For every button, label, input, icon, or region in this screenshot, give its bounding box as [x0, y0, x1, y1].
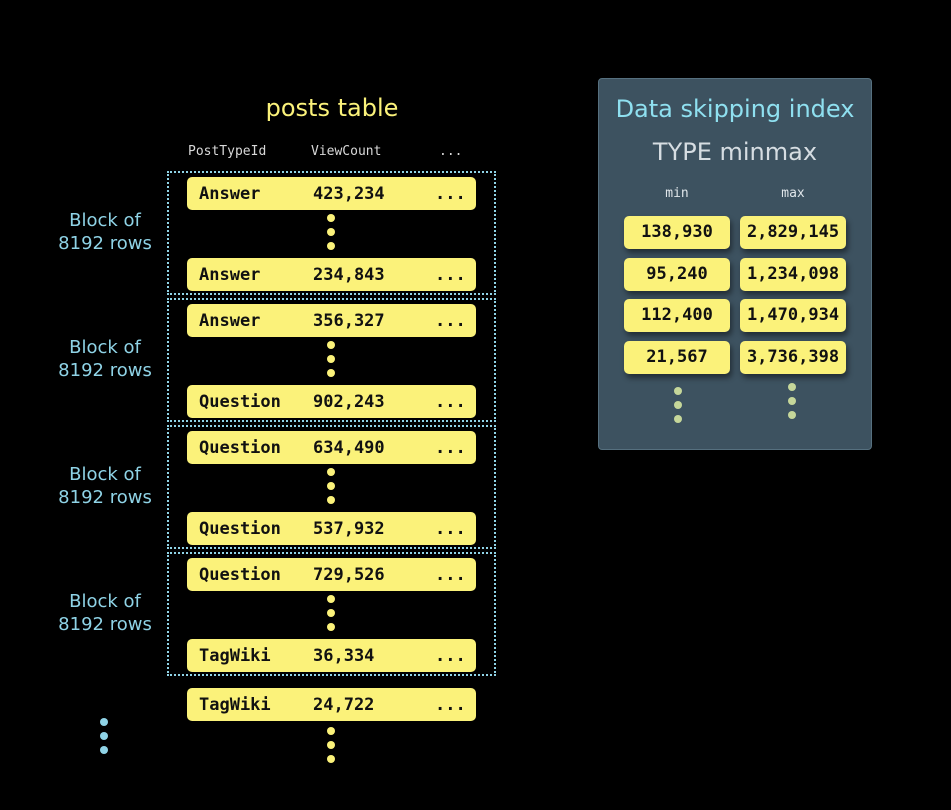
index-max-cell: 3,736,398 — [740, 341, 846, 374]
ellipsis-dots-icon — [788, 383, 796, 391]
index-min-cell: 95,240 — [624, 258, 730, 291]
more-columns: ... — [435, 311, 466, 331]
ellipsis-dots-icon — [327, 228, 335, 236]
view-count: 24,722 — [313, 695, 375, 715]
post-type: Question — [199, 392, 281, 412]
index-max-cell: 1,470,934 — [740, 299, 846, 332]
view-count: 902,243 — [313, 392, 385, 412]
more-columns: ... — [435, 565, 466, 585]
ellipsis-dots-icon — [327, 482, 335, 490]
more-columns: ... — [435, 646, 466, 666]
post-type: Answer — [199, 265, 261, 285]
view-count: 634,490 — [313, 438, 385, 458]
table-row: Question 729,526... — [187, 558, 476, 591]
view-count: 729,526 — [313, 565, 385, 585]
table-row: Answer 234,843... — [187, 258, 476, 291]
ellipsis-dots-icon — [327, 623, 335, 631]
block-label-line: Block of — [69, 591, 141, 612]
index-max-cell: 1,234,098 — [740, 258, 846, 291]
more-columns: ... — [435, 519, 466, 539]
block-label: Block of 8192 rows — [40, 463, 170, 509]
post-type: Question — [199, 519, 281, 539]
ellipsis-dots-icon — [327, 369, 335, 377]
ellipsis-dots-icon — [327, 341, 335, 349]
ellipsis-dots-icon — [327, 609, 335, 617]
post-type: TagWiki — [199, 695, 271, 715]
ellipsis-dots-icon — [327, 468, 335, 476]
view-count: 423,234 — [313, 184, 385, 204]
block-of-rows-border — [167, 171, 496, 295]
more-columns: ... — [435, 184, 466, 204]
index-title: Data skipping index — [615, 95, 855, 123]
min-header: min — [665, 186, 689, 201]
more-columns: ... — [435, 392, 466, 412]
block-label-line: Block of — [69, 337, 141, 358]
ellipsis-dots-icon — [327, 496, 335, 504]
block-of-rows-border — [167, 425, 496, 549]
block-label: Block of 8192 rows — [40, 590, 170, 636]
block-label: Block of 8192 rows — [40, 209, 170, 255]
block-label-line: Block of — [69, 210, 141, 231]
post-type: Question — [199, 565, 281, 585]
block-label: Block of 8192 rows — [40, 336, 170, 382]
more-columns: ... — [435, 438, 466, 458]
table-row: TagWiki 36,334... — [187, 639, 476, 672]
table-row: TagWiki 24,722... — [187, 688, 476, 721]
view-count: 356,327 — [313, 311, 385, 331]
column-header-more: ... — [439, 144, 463, 159]
ellipsis-dots-icon — [327, 741, 335, 749]
more-columns: ... — [435, 695, 466, 715]
posts-table-title: posts table — [265, 94, 399, 122]
post-type: TagWiki — [199, 646, 271, 666]
ellipsis-dots-icon — [100, 718, 108, 726]
table-row: Answer 356,327... — [187, 304, 476, 337]
post-type: Question — [199, 438, 281, 458]
block-label-line: 8192 rows — [58, 360, 152, 381]
view-count: 234,843 — [313, 265, 385, 285]
block-label-line: 8192 rows — [58, 233, 152, 254]
block-label-line: Block of — [69, 464, 141, 485]
column-header-posttypeid: PostTypeId — [188, 144, 267, 159]
ellipsis-dots-icon — [327, 727, 335, 735]
ellipsis-dots-icon — [788, 411, 796, 419]
ellipsis-dots-icon — [327, 355, 335, 363]
table-row: Answer 423,234... — [187, 177, 476, 210]
index-min-cell: 138,930 — [624, 216, 730, 249]
ellipsis-dots-icon — [327, 595, 335, 603]
block-of-rows-border — [167, 552, 496, 676]
view-count: 537,932 — [313, 519, 385, 539]
post-type: Answer — [199, 184, 261, 204]
index-subtitle: TYPE minmax — [652, 138, 818, 166]
ellipsis-dots-icon — [674, 401, 682, 409]
table-row: Question 634,490... — [187, 431, 476, 464]
block-of-rows-border — [167, 298, 496, 422]
max-header: max — [781, 186, 805, 201]
ellipsis-dots-icon — [327, 214, 335, 222]
index-min-cell: 112,400 — [624, 299, 730, 332]
view-count: 36,334 — [313, 646, 375, 666]
ellipsis-dots-icon — [100, 732, 108, 740]
block-label-line: 8192 rows — [58, 487, 152, 508]
table-row: Question 537,932... — [187, 512, 476, 545]
ellipsis-dots-icon — [674, 415, 682, 423]
block-label-line: 8192 rows — [58, 614, 152, 635]
table-row: Question 902,243... — [187, 385, 476, 418]
ellipsis-dots-icon — [788, 397, 796, 405]
ellipsis-dots-icon — [674, 387, 682, 395]
post-type: Answer — [199, 311, 261, 331]
ellipsis-dots-icon — [100, 746, 108, 754]
column-header-viewcount: ViewCount — [311, 144, 382, 159]
index-max-cell: 2,829,145 — [740, 216, 846, 249]
more-columns: ... — [435, 265, 466, 285]
ellipsis-dots-icon — [327, 242, 335, 250]
index-min-cell: 21,567 — [624, 341, 730, 374]
ellipsis-dots-icon — [327, 755, 335, 763]
